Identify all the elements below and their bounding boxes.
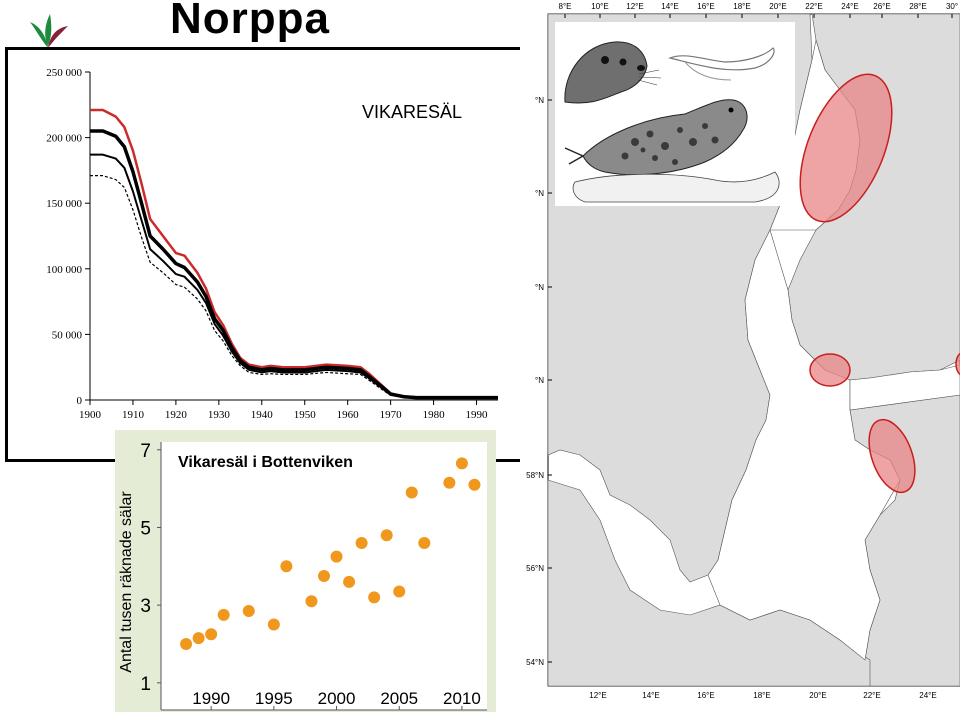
y-tick-label: 100 000 <box>46 264 82 276</box>
chart-title: Vikaresäl i Bottenviken <box>178 454 353 471</box>
data-point <box>355 536 368 549</box>
data-point <box>318 570 330 582</box>
highlight-archipelago-sea <box>809 353 851 387</box>
data-point <box>305 595 318 608</box>
data-point <box>368 591 381 604</box>
x-tick-label: 1980 <box>423 409 446 421</box>
longitude-label: 24°E <box>919 691 936 700</box>
latitude-label: °N <box>535 283 544 292</box>
x-tick-label: 1990 <box>192 689 230 708</box>
y-tick-label: 0 <box>77 395 83 407</box>
y-tick-label: 5 <box>140 518 151 539</box>
data-point <box>405 486 418 499</box>
longitude-label: 22°E <box>863 691 880 700</box>
y-tick-label: 150 000 <box>46 198 82 210</box>
data-point <box>267 618 280 631</box>
longitude-label: 14°E <box>661 2 678 11</box>
longitude-label: 16°E <box>697 691 714 700</box>
population-history-svg: 0 50 000 100 000 150 000 200 000 250 000 1900 1… <box>46 67 498 421</box>
data-point <box>330 550 343 563</box>
bottenviken-count-svg: 1 3 5 7 1990 1995 2000 2005 2010 Vikaresäl i Bot… <box>118 441 487 711</box>
population-history-chart: 0 50 000 100 000 150 000 200 000 250 000 1900 1… <box>5 47 526 462</box>
latitude-label: °N <box>535 376 544 385</box>
data-point <box>393 585 406 598</box>
longitude-label: 14°E <box>642 691 659 700</box>
y-tick-label: 3 <box>140 596 151 617</box>
longitude-label: 8°E <box>559 2 572 11</box>
highlight-gulf-of-finland-edge <box>955 352 960 376</box>
bottenviken-count-chart: 1 3 5 7 1990 1995 2000 2005 2010 Vikaresäl i Bot… <box>115 430 496 712</box>
data-point <box>280 560 293 573</box>
y-tick-label: 200 000 <box>46 133 82 145</box>
highlight-gulf-of-riga <box>868 418 916 494</box>
data-point <box>455 457 468 470</box>
x-tick-label: 1910 <box>122 409 145 421</box>
data-point <box>343 575 356 588</box>
x-tick-label: 1990 <box>466 409 489 421</box>
x-tick-label: 2010 <box>443 689 481 708</box>
series-line-2 <box>90 129 498 400</box>
x-tick-label: 1960 <box>337 409 360 421</box>
latitude-label: °N <box>535 96 544 105</box>
x-tick-label: 1970 <box>380 409 403 421</box>
data-point <box>192 632 205 645</box>
series-line-4 <box>90 175 498 399</box>
data-point <box>205 628 218 641</box>
longitude-label: 28°E <box>909 2 926 11</box>
x-tick-label: 1900 <box>79 409 102 421</box>
latitude-label: 56°N <box>526 564 544 573</box>
data-point <box>380 529 393 542</box>
x-tick-label: 1950 <box>294 409 317 421</box>
ringed-seal-drawing-icon <box>555 22 795 206</box>
longitude-label: 26°E <box>873 2 890 11</box>
longitude-label: 16°E <box>697 2 714 11</box>
latitude-label: °N <box>535 189 544 198</box>
y-tick-label: 7 <box>140 441 151 462</box>
data-point <box>443 476 456 489</box>
longitude-label: 20°E <box>769 2 786 11</box>
y-tick-label: 250 000 <box>46 67 82 79</box>
longitude-label: 12°E <box>589 691 606 700</box>
leaf-logo-icon <box>30 14 68 48</box>
longitude-label: 10°E <box>591 2 608 11</box>
sea-gulf-of-finland <box>849 364 960 411</box>
page-title: Norppa <box>170 0 330 43</box>
longitude-label: 30° <box>946 2 958 11</box>
longitude-label: 20°E <box>809 691 826 700</box>
y-tick-label: 50 000 <box>52 329 83 341</box>
y-tick-label: 1 <box>140 674 151 695</box>
data-point <box>418 536 431 549</box>
data-point <box>242 604 255 617</box>
highlight-bothnian-bay <box>799 73 893 223</box>
latitude-label: 54°N <box>526 658 544 667</box>
x-tick-label: 1995 <box>255 689 293 708</box>
x-tick-label: 2005 <box>380 689 418 708</box>
chart-title: VIKARESÄL <box>362 102 462 122</box>
data-point <box>180 637 193 650</box>
longitude-label: 12°E <box>626 2 643 11</box>
longitude-label: 18°E <box>753 691 770 700</box>
longitude-label: 18°E <box>733 2 750 11</box>
latitude-label: 58°N <box>526 471 544 480</box>
x-tick-label: 2000 <box>318 689 356 708</box>
longitude-label: 24°E <box>841 2 858 11</box>
series-line-1 <box>90 108 498 399</box>
data-point <box>468 478 481 491</box>
series-line-3 <box>90 153 498 400</box>
longitude-label: 22°E <box>805 2 822 11</box>
x-tick-label: 1920 <box>165 409 188 421</box>
data-point <box>217 608 230 621</box>
y-axis-label: Antal tusen räknade sälar <box>118 491 135 673</box>
x-tick-label: 1930 <box>208 409 231 421</box>
x-tick-label: 1940 <box>251 409 274 421</box>
map-graticule: 8°E 10°E 12°E 14°E 16°E 18°E 20°E 22°E 24°E 26°E 2… <box>526 2 958 700</box>
